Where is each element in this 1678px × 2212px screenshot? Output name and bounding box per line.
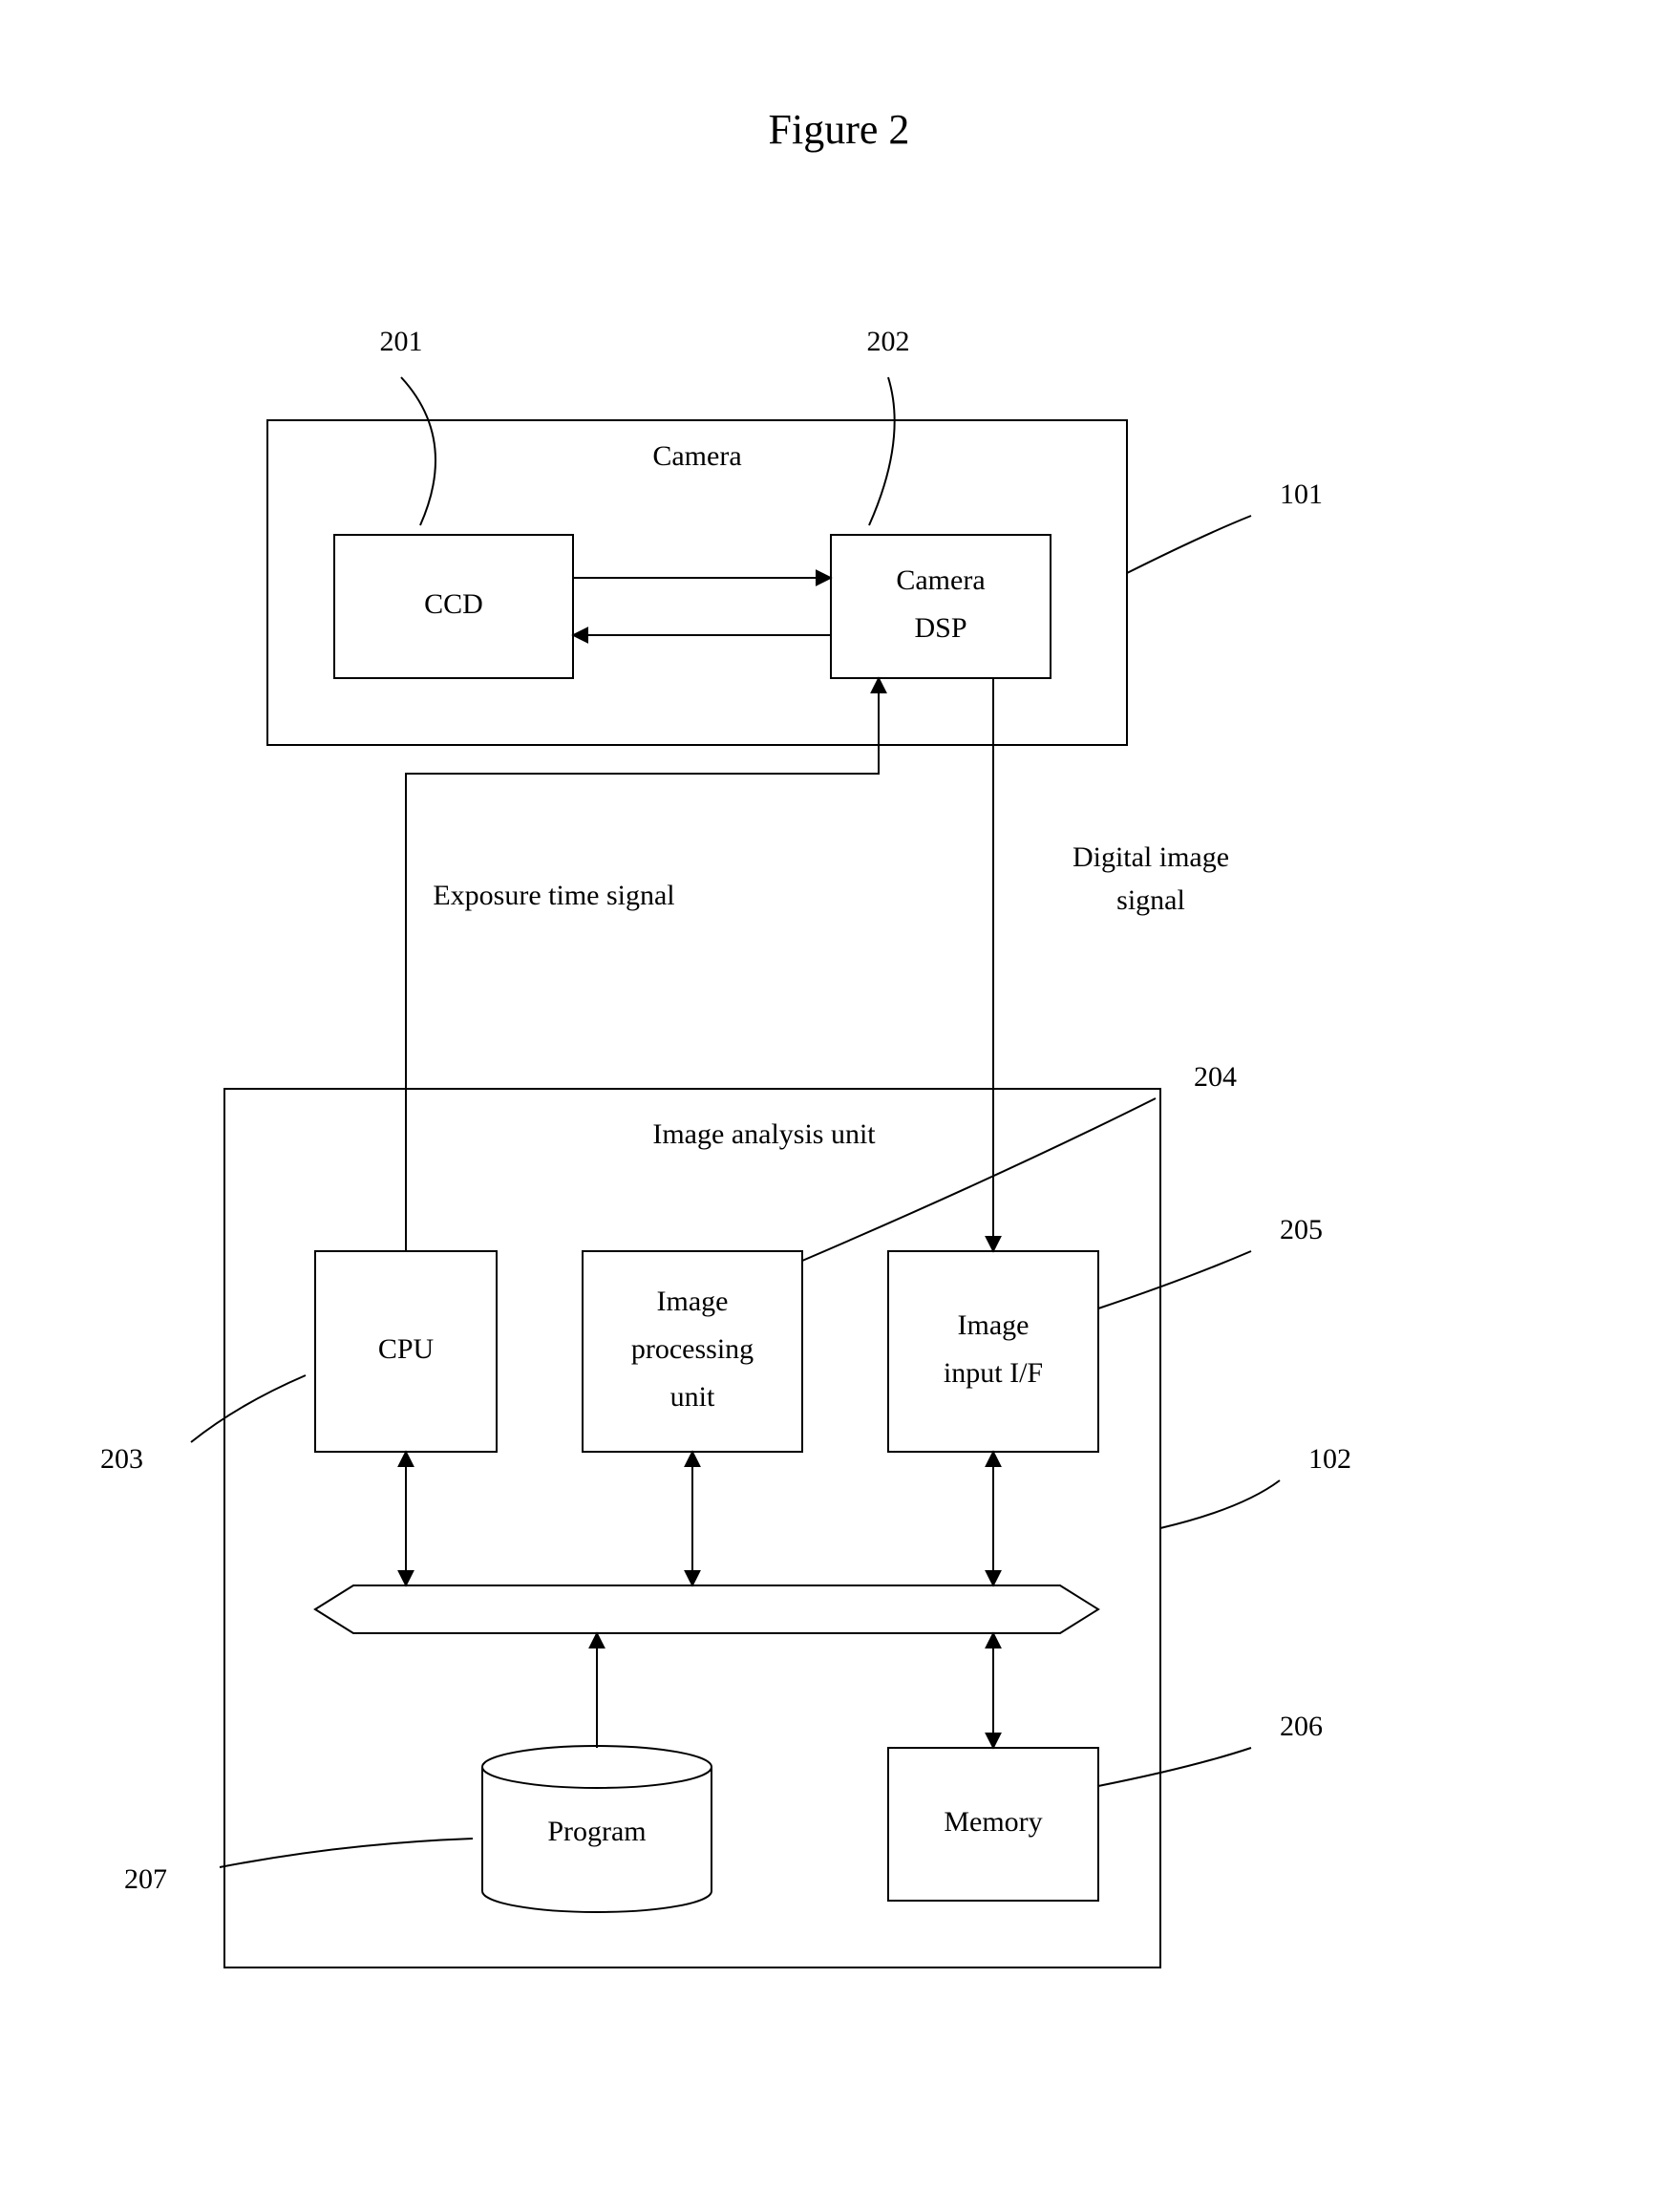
ipu-ref: 204 <box>1194 1061 1237 1093</box>
camera-ref-leader <box>1127 516 1251 573</box>
iif-ref: 205 <box>1280 1214 1323 1245</box>
analysis-title: Image analysis unit <box>652 1118 876 1150</box>
program-cylinder-top <box>482 1746 712 1788</box>
ipu-label-1: Image <box>657 1286 729 1317</box>
memory-ref-leader <box>1098 1748 1251 1786</box>
dsp-label-2: DSP <box>914 612 966 644</box>
figure-title: Figure 2 <box>769 106 910 153</box>
digital-signal-label-1: Digital image <box>1073 841 1229 873</box>
dsp-box <box>831 535 1051 678</box>
camera-title: Camera <box>652 440 741 472</box>
ipu-label-2: processing <box>631 1333 754 1365</box>
dsp-label-1: Camera <box>896 564 985 596</box>
program-label: Program <box>547 1816 646 1847</box>
ccd-ref: 201 <box>380 326 423 357</box>
analysis-ref: 102 <box>1308 1443 1351 1475</box>
cpu-ref: 203 <box>100 1443 143 1475</box>
exposure-signal-arrow <box>406 678 879 1251</box>
dsp-ref-leader <box>869 377 895 525</box>
memory-label: Memory <box>944 1806 1042 1838</box>
ccd-ref-leader <box>401 377 435 525</box>
cpu-label: CPU <box>378 1333 435 1365</box>
exposure-signal-label: Exposure time signal <box>433 880 674 911</box>
camera-ref: 101 <box>1280 479 1323 510</box>
dsp-ref: 202 <box>867 326 910 357</box>
memory-ref: 206 <box>1280 1711 1323 1742</box>
iif-label-2: input I/F <box>944 1357 1043 1389</box>
bus-shape <box>315 1585 1098 1633</box>
iif-ref-leader <box>1098 1251 1251 1308</box>
analysis-ref-leader <box>1160 1480 1280 1528</box>
ipu-label-3: unit <box>670 1381 715 1413</box>
digital-signal-label-2: signal <box>1116 884 1185 916</box>
program-ref-leader <box>220 1839 473 1867</box>
program-ref: 207 <box>124 1863 167 1895</box>
ccd-label: CCD <box>424 588 483 620</box>
iif-label-1: Image <box>958 1309 1030 1341</box>
cpu-ref-leader <box>191 1375 306 1442</box>
iif-box <box>888 1251 1098 1452</box>
